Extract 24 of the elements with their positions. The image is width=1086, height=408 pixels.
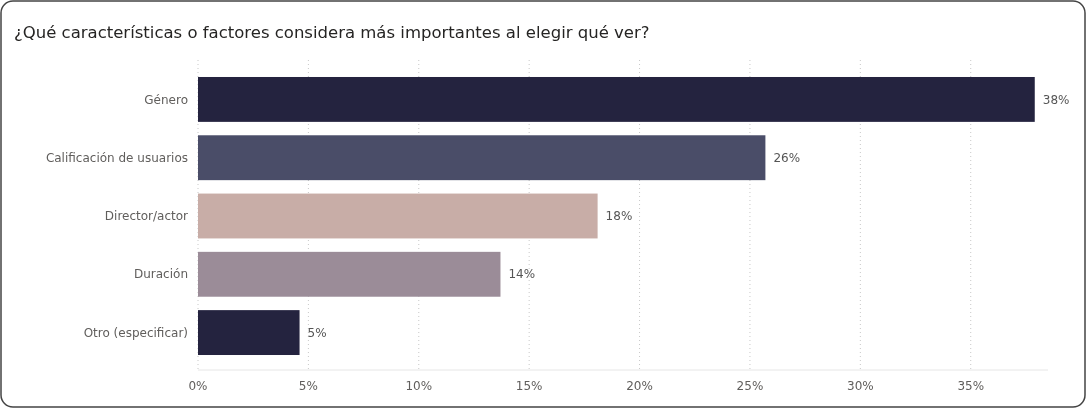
x-tick-label: 15% <box>515 379 543 393</box>
x-tick-label: 30% <box>847 379 874 393</box>
bar <box>198 76 1035 122</box>
data-label: 38% <box>1042 92 1070 107</box>
x-tick-label: 5% <box>298 379 318 393</box>
y-tick-label: Otro (especificar) <box>83 325 188 340</box>
x-tick-label: 20% <box>626 379 653 393</box>
chart-title: ¿Qué características o factores considera más importantes al elegir qué ver? <box>14 23 650 42</box>
bar <box>198 135 766 181</box>
y-tick-label: Género <box>144 92 188 107</box>
bar <box>198 310 300 356</box>
data-label: 14% <box>508 267 536 282</box>
data-label: 26% <box>773 150 801 165</box>
x-tick-label: 10% <box>405 379 433 393</box>
x-tick-label: 35% <box>957 379 985 393</box>
y-tick-label: Calificación de usuarios <box>45 150 188 165</box>
bar <box>198 193 598 239</box>
x-tick-label: 0% <box>188 379 208 393</box>
bar <box>198 251 501 297</box>
data-label: 5% <box>307 325 327 340</box>
y-tick-label: Director/actor <box>104 209 189 224</box>
y-tick-label: Duración <box>133 267 188 282</box>
x-tick-label: 25% <box>736 379 764 393</box>
data-label: 18% <box>605 209 633 224</box>
